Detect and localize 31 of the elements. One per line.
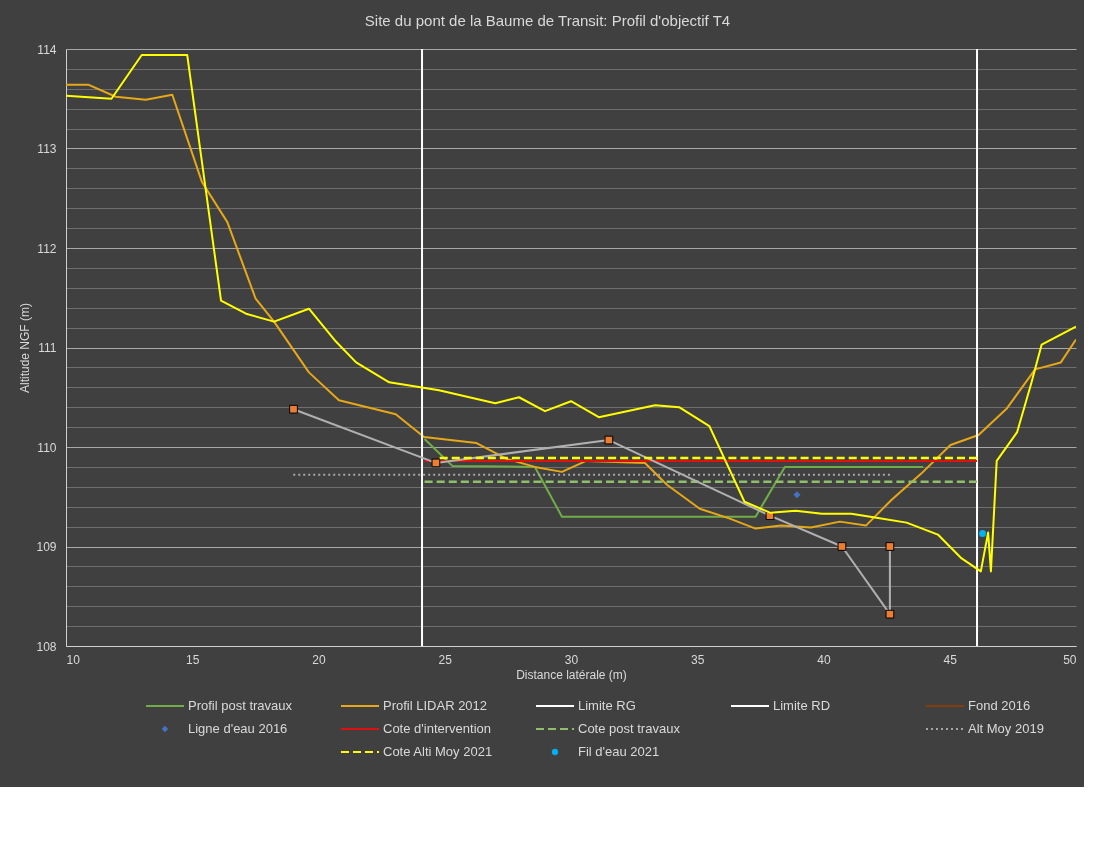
y-tick-label: 109 <box>36 540 57 554</box>
x-tick-label: 45 <box>943 652 958 667</box>
y-axis-title: Altitude NGF (m) <box>18 302 33 394</box>
x-tick-label: 20 <box>312 652 326 667</box>
legend-label: Fond 2016 <box>968 698 1031 713</box>
x-tick-label: 40 <box>817 652 831 667</box>
x-axis-title: Distance latérale (m) <box>516 667 627 682</box>
legend-label: Limite RG <box>578 698 636 713</box>
x-tick-label: 25 <box>438 652 453 667</box>
y-tick-label: 108 <box>36 639 57 654</box>
legend-label: Alt Moy 2019 <box>968 721 1044 736</box>
y-tick-label: 112 <box>37 241 57 256</box>
legend-label: Profil post travaux <box>188 698 293 713</box>
x-tick-label: 10 <box>66 652 81 667</box>
legend-label: Limite RD <box>773 698 831 713</box>
y-tick-label: 111 <box>38 341 57 355</box>
legend-label: Cote post travaux <box>578 721 681 736</box>
legend-label: Cote Alti Moy 2021 <box>383 744 493 759</box>
y-tick-label: 110 <box>37 440 57 455</box>
x-tick-label: 30 <box>564 652 579 667</box>
x-tick-label: 15 <box>186 652 200 667</box>
legend-label: Ligne d'eau 2016 <box>188 721 288 736</box>
legend-label: Cote d'intervention <box>383 721 491 736</box>
chart-title: Site du pont de la Baume de Transit: Profil d'objectif T4 <box>364 12 731 29</box>
line-series <box>423 438 924 518</box>
legend-label: Profil LIDAR 2012 <box>383 698 488 713</box>
y-tick-label: 114 <box>37 42 57 57</box>
x-tick-label: 50 <box>1063 652 1077 667</box>
y-tick-label: 113 <box>37 142 57 156</box>
x-tick-label: 35 <box>691 652 705 667</box>
legend-label: Fil d'eau 2021 <box>578 744 660 759</box>
